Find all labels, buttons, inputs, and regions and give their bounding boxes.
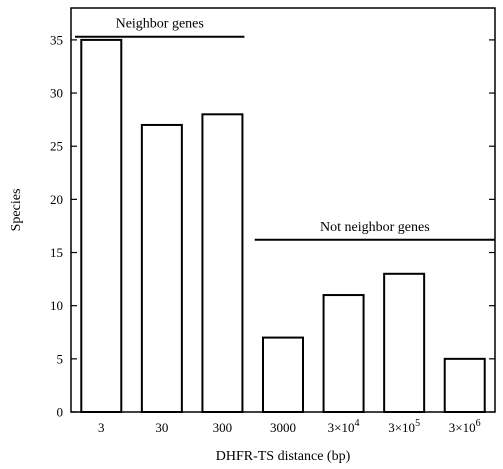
x-tick-label: 3 (98, 420, 105, 435)
y-tick-label: 5 (57, 351, 64, 366)
y-tick-label: 30 (50, 86, 63, 101)
x-axis: 3 30 300 3000 3×104 3×105 3×106 (98, 406, 481, 435)
y-tick-label: 0 (57, 405, 64, 420)
x-tick-label: 30 (155, 420, 168, 435)
bar (443, 357, 486, 413)
bar (322, 294, 365, 414)
bar (201, 113, 244, 413)
x-axis-title: DHFR-TS distance (bp) (216, 449, 351, 464)
bar (383, 272, 426, 413)
x-tick-label: 3000 (270, 420, 296, 435)
annotation-label: Not neighbor genes (320, 220, 430, 235)
y-tick-label: 35 (50, 32, 63, 47)
bar (80, 38, 123, 413)
y-axis-title: Species (9, 189, 24, 232)
bar (140, 123, 183, 414)
y-axis: 0 5 10 15 20 25 30 35 (50, 32, 495, 420)
x-tick-label: 3×104 (328, 418, 360, 435)
x-tick-label: 3×106 (449, 418, 481, 435)
annotations: Neighbor genes Not neighbor genes (75, 17, 495, 241)
bars (80, 38, 486, 414)
y-tick-label: 15 (50, 245, 63, 260)
y-tick-label: 10 (50, 298, 63, 313)
x-tick-label: 3×105 (388, 418, 420, 435)
y-tick-label: 20 (50, 192, 63, 207)
x-tick-label: 300 (213, 420, 233, 435)
annotation-label: Neighbor genes (116, 17, 204, 32)
bar (262, 336, 304, 413)
y-tick-label: 25 (50, 139, 63, 154)
